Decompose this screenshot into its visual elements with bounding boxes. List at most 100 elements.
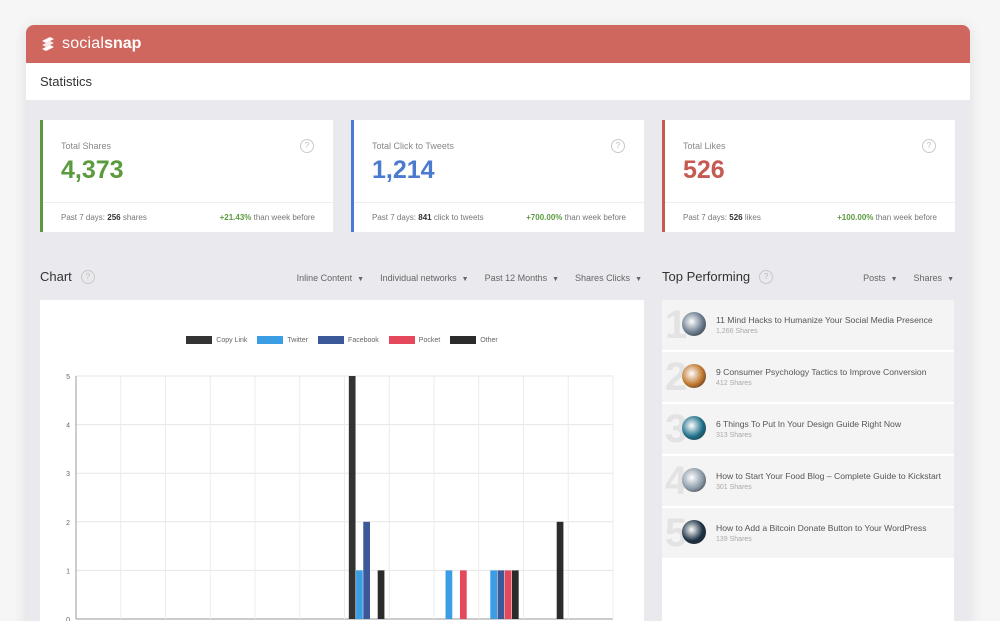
post-thumbnail[interactable] xyxy=(682,468,706,492)
legend-item[interactable]: Other xyxy=(450,336,498,344)
filter-label: Past 12 Months xyxy=(484,273,548,283)
top-performing-filters: Posts ▼ Shares ▼ xyxy=(847,273,954,283)
stat-trend: +21.43% than week before xyxy=(220,213,315,222)
chart-filters: Inline Content ▼ Individual networks ▼ Pas… xyxy=(281,273,642,283)
post-title[interactable]: 9 Consumer Psychology Tactics to Improve… xyxy=(716,367,927,377)
bar-twitter xyxy=(445,570,453,619)
help-icon[interactable]: ? xyxy=(80,269,95,284)
stat-period-prefix: Past 7 days: xyxy=(61,213,106,222)
post-shares: 313 Shares xyxy=(716,432,752,439)
stat-period: Past 7 days: 256 shares xyxy=(61,213,147,222)
caret-down-icon: ▼ xyxy=(552,276,560,283)
help-icon[interactable]: ? xyxy=(611,139,625,153)
logo-text-light: social xyxy=(62,35,105,52)
caret-down-icon: ▼ xyxy=(890,276,898,283)
stat-trend-suffix: than week before xyxy=(253,213,315,222)
top-post-item[interactable]: 4 How to Start Your Food Blog – Complete … xyxy=(662,456,954,506)
filter-period[interactable]: Past 12 Months ▼ xyxy=(485,273,559,283)
app-window: social snap Statistics Total Shares 4,373… xyxy=(26,25,970,621)
stat-footer: Past 7 days: 256 shares +21.43% than wee… xyxy=(43,202,333,232)
legend-item[interactable]: Facebook xyxy=(318,336,379,344)
post-shares: 301 Shares xyxy=(716,484,752,491)
stat-period-suffix: shares xyxy=(122,213,147,222)
filter-metric[interactable]: Shares Clicks ▼ xyxy=(575,273,642,283)
rank-number: 4 xyxy=(665,459,688,503)
filter-posts[interactable]: Posts ▼ xyxy=(863,273,897,283)
caret-down-icon: ▼ xyxy=(461,276,469,283)
top-performing-section-title: Top Performing ? xyxy=(662,269,774,284)
bar-pocket xyxy=(504,570,512,619)
legend-item[interactable]: Twitter xyxy=(257,336,308,344)
stat-label: Total Click to Tweets xyxy=(372,141,454,151)
top-post-item[interactable]: 1 11 Mind Hacks to Humanize Your Social M… xyxy=(662,300,954,350)
stat-period-prefix: Past 7 days: xyxy=(372,213,417,222)
filter-label: Posts xyxy=(863,273,886,283)
stat-footer: Past 7 days: 526 likes +100.00% than wee… xyxy=(665,202,955,232)
rank-number: 1 xyxy=(665,303,688,347)
post-thumbnail[interactable] xyxy=(682,364,706,388)
socialsnap-logo-icon xyxy=(42,37,54,51)
legend-label: Other xyxy=(480,336,498,344)
y-tick-label: 5 xyxy=(66,374,70,381)
page-header: Statistics xyxy=(26,63,970,100)
y-tick-label: 1 xyxy=(66,568,70,575)
page-title: Statistics xyxy=(40,74,93,89)
help-icon[interactable]: ? xyxy=(759,269,774,284)
legend-swatch xyxy=(186,336,213,344)
stat-period-count: 526 xyxy=(729,213,743,222)
stat-value: 526 xyxy=(683,156,725,184)
chart-title: Chart xyxy=(40,269,72,284)
stat-value: 4,373 xyxy=(61,156,124,184)
top-post-item[interactable]: 3 6 Things To Put In Your Design Guide Ri… xyxy=(662,404,954,454)
help-icon[interactable]: ? xyxy=(300,139,314,153)
logo[interactable]: social snap xyxy=(40,35,141,53)
filter-networks[interactable]: Individual networks ▼ xyxy=(380,273,468,283)
top-post-item[interactable]: 2 9 Consumer Psychology Tactics to Improv… xyxy=(662,352,954,402)
stat-period: Past 7 days: 841 click to tweets xyxy=(372,213,484,222)
caret-down-icon: ▼ xyxy=(357,276,365,283)
legend-swatch xyxy=(318,336,345,344)
post-thumbnail[interactable] xyxy=(682,416,706,440)
post-thumbnail[interactable] xyxy=(682,312,706,336)
post-title[interactable]: 11 Mind Hacks to Humanize Your Social Me… xyxy=(716,315,933,325)
caret-down-icon: ▼ xyxy=(947,276,954,283)
chart-legend: Copy Link Twitter Facebook Pocket Other xyxy=(40,336,644,344)
post-title[interactable]: How to Add a Bitcoin Donate Button to Yo… xyxy=(716,523,927,533)
post-thumbnail[interactable] xyxy=(682,520,706,544)
bar-other xyxy=(511,570,519,619)
stat-card-total-shares: Total Shares 4,373 ? Past 7 days: 256 sh… xyxy=(40,120,333,232)
filter-shares[interactable]: Shares ▼ xyxy=(914,273,954,283)
post-title[interactable]: How to Start Your Food Blog – Complete G… xyxy=(716,471,941,481)
filter-content-type[interactable]: Inline Content ▼ xyxy=(297,273,364,283)
stat-period-count: 256 xyxy=(107,213,121,222)
bar-copy-link xyxy=(348,376,356,619)
filter-label: Shares xyxy=(913,273,943,283)
stat-trend: +100.00% than week before xyxy=(837,213,937,222)
chart-panel: Copy Link Twitter Facebook Pocket Other 0 1 2 3… xyxy=(40,300,644,621)
post-title[interactable]: 6 Things To Put In Your Design Guide Rig… xyxy=(716,419,902,429)
stat-period-count: 841 xyxy=(418,213,432,222)
caret-down-icon: ▼ xyxy=(635,276,642,283)
legend-item[interactable]: Pocket xyxy=(388,336,440,344)
top-post-item[interactable]: 5 How to Add a Bitcoin Donate Button to Y… xyxy=(662,508,954,558)
post-shares: 412 Shares xyxy=(716,380,752,387)
legend-swatch xyxy=(388,336,415,344)
stat-value: 1,214 xyxy=(372,156,435,184)
legend-item[interactable]: Copy Link xyxy=(186,336,247,344)
post-shares: 139 Shares xyxy=(716,536,752,543)
stat-period-prefix: Past 7 days: xyxy=(683,213,728,222)
stat-cards: Total Shares 4,373 ? Past 7 days: 256 sh… xyxy=(40,120,956,232)
bar-twitter xyxy=(490,570,498,619)
bar-other xyxy=(377,570,385,619)
rank-number: 5 xyxy=(665,511,688,555)
filter-label: Inline Content xyxy=(296,273,353,283)
bar-twitter xyxy=(356,570,363,619)
y-tick-label: 3 xyxy=(66,471,70,478)
stat-trend: +700.00% than week before xyxy=(526,213,626,222)
help-icon[interactable]: ? xyxy=(922,139,936,153)
stat-trend-suffix: than week before xyxy=(875,213,937,222)
rank-number: 3 xyxy=(665,407,688,451)
stat-trend-suffix: than week before xyxy=(564,213,626,222)
chart-section-title: Chart ? xyxy=(40,269,95,284)
stat-trend-value: +21.43% xyxy=(219,213,252,222)
